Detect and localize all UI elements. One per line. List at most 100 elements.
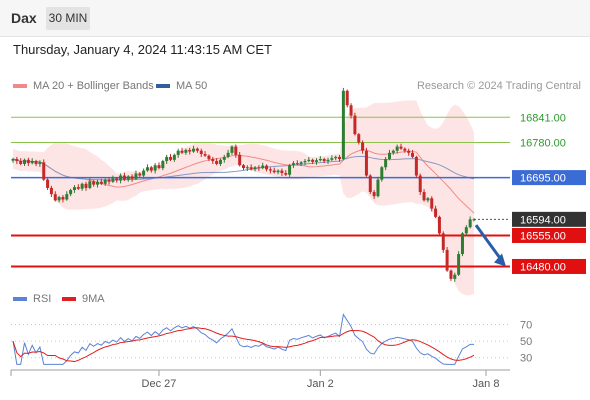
legend-9ma: 9MA	[62, 293, 105, 305]
interval-selector[interactable]: 30 MIN	[46, 7, 90, 30]
research-credit: Research © 2024 Trading Central	[416, 80, 581, 92]
candle-down	[345, 90, 349, 106]
candle-up	[457, 254, 461, 275]
candle-down	[272, 170, 276, 173]
candle-up	[145, 167, 149, 171]
candle-up	[299, 162, 303, 164]
candle-up	[395, 146, 399, 151]
candle-down	[234, 146, 238, 155]
candle-up	[38, 162, 42, 164]
candle-down	[284, 173, 288, 175]
candle-down	[99, 181, 103, 184]
level-box-current	[512, 211, 586, 227]
candle-down	[215, 161, 219, 164]
rsi-line	[12, 313, 474, 365]
candle-up	[261, 165, 265, 169]
candle-down	[434, 208, 438, 217]
candle-up	[119, 175, 123, 181]
candle-up	[303, 161, 307, 163]
projection-arrow-shaft	[474, 224, 503, 261]
candle-down	[130, 176, 134, 179]
candle-down	[238, 154, 242, 166]
candle-up	[88, 181, 92, 188]
candle-up	[341, 90, 345, 159]
candle-down	[322, 159, 326, 162]
legend-9ma-label: 9MA	[82, 293, 105, 305]
candle-down	[84, 183, 88, 188]
candle-down	[42, 162, 46, 180]
legend-ma20: MA 20 + Bollinger Bands	[13, 80, 154, 92]
candle-up	[165, 156, 169, 162]
candle-up	[376, 179, 380, 197]
candle-down	[203, 154, 207, 156]
candle-down	[180, 150, 184, 153]
candle-down	[311, 159, 315, 162]
candle-up	[318, 159, 322, 161]
candle-up	[65, 194, 69, 200]
ma20-swatch	[13, 84, 27, 88]
level-label-ma50: 16695.00	[520, 173, 566, 185]
candle-up	[126, 176, 130, 180]
legend-ma50: MA 50	[156, 80, 207, 92]
candle-up	[153, 165, 157, 171]
candle-up	[291, 163, 295, 166]
candle-up	[326, 159, 330, 162]
candle-down	[403, 148, 407, 151]
level-label-resistance: 16841.00	[520, 112, 566, 124]
candle-up	[226, 152, 230, 157]
candle-down	[149, 167, 153, 171]
candle-up	[134, 173, 138, 179]
candle-up	[80, 183, 84, 189]
candle-down	[211, 159, 215, 162]
rsi-swatch	[13, 297, 27, 301]
candle-up	[23, 159, 27, 164]
candle-up	[245, 167, 249, 169]
candle-down	[430, 198, 434, 209]
candle-down	[46, 179, 50, 188]
candle-up	[96, 181, 100, 185]
candle-down	[268, 169, 272, 171]
candle-down	[364, 150, 368, 176]
legend-rsi: RSI	[13, 293, 51, 305]
candle-down	[399, 146, 403, 149]
candle-up	[391, 150, 395, 153]
bollinger-band	[13, 100, 474, 296]
candle-up	[468, 219, 472, 228]
candle-down	[353, 115, 357, 135]
ma50-swatch	[156, 84, 170, 88]
candle-down	[414, 156, 418, 176]
candle-up	[230, 146, 234, 153]
candle-down	[249, 167, 253, 170]
level-label-support: 16555.00	[520, 230, 566, 242]
candle-down	[280, 170, 284, 174]
candle-up	[472, 219, 476, 221]
candle-up	[380, 167, 384, 180]
candle-up	[176, 150, 180, 155]
candle-down	[76, 187, 80, 189]
candle-down	[295, 163, 299, 165]
candle-up	[11, 159, 15, 161]
candle-down	[115, 178, 119, 181]
level-box-support	[512, 227, 586, 243]
legend-ma50-label: MA 50	[176, 80, 208, 92]
candle-down	[122, 175, 126, 180]
candle-down	[15, 159, 19, 162]
candle-down	[407, 150, 411, 153]
candle-down	[61, 197, 65, 200]
candle-up	[72, 187, 76, 190]
x-tick-label: Jan 2	[307, 378, 334, 390]
level-box-ma50	[512, 170, 586, 186]
x-tick-label: Dec 27	[142, 378, 177, 390]
candle-down	[157, 165, 161, 169]
candle-down	[188, 149, 192, 152]
candle-up	[330, 158, 334, 160]
chart-datetime: Thursday, January 4, 2024 11:43:15 AM CE…	[13, 42, 272, 57]
candle-down	[34, 161, 38, 164]
level-box-support	[512, 258, 586, 274]
candle-up	[334, 156, 338, 159]
candle-up	[387, 152, 391, 159]
candle-down	[265, 165, 269, 170]
candle-down	[19, 161, 23, 164]
candle-down	[199, 150, 203, 155]
